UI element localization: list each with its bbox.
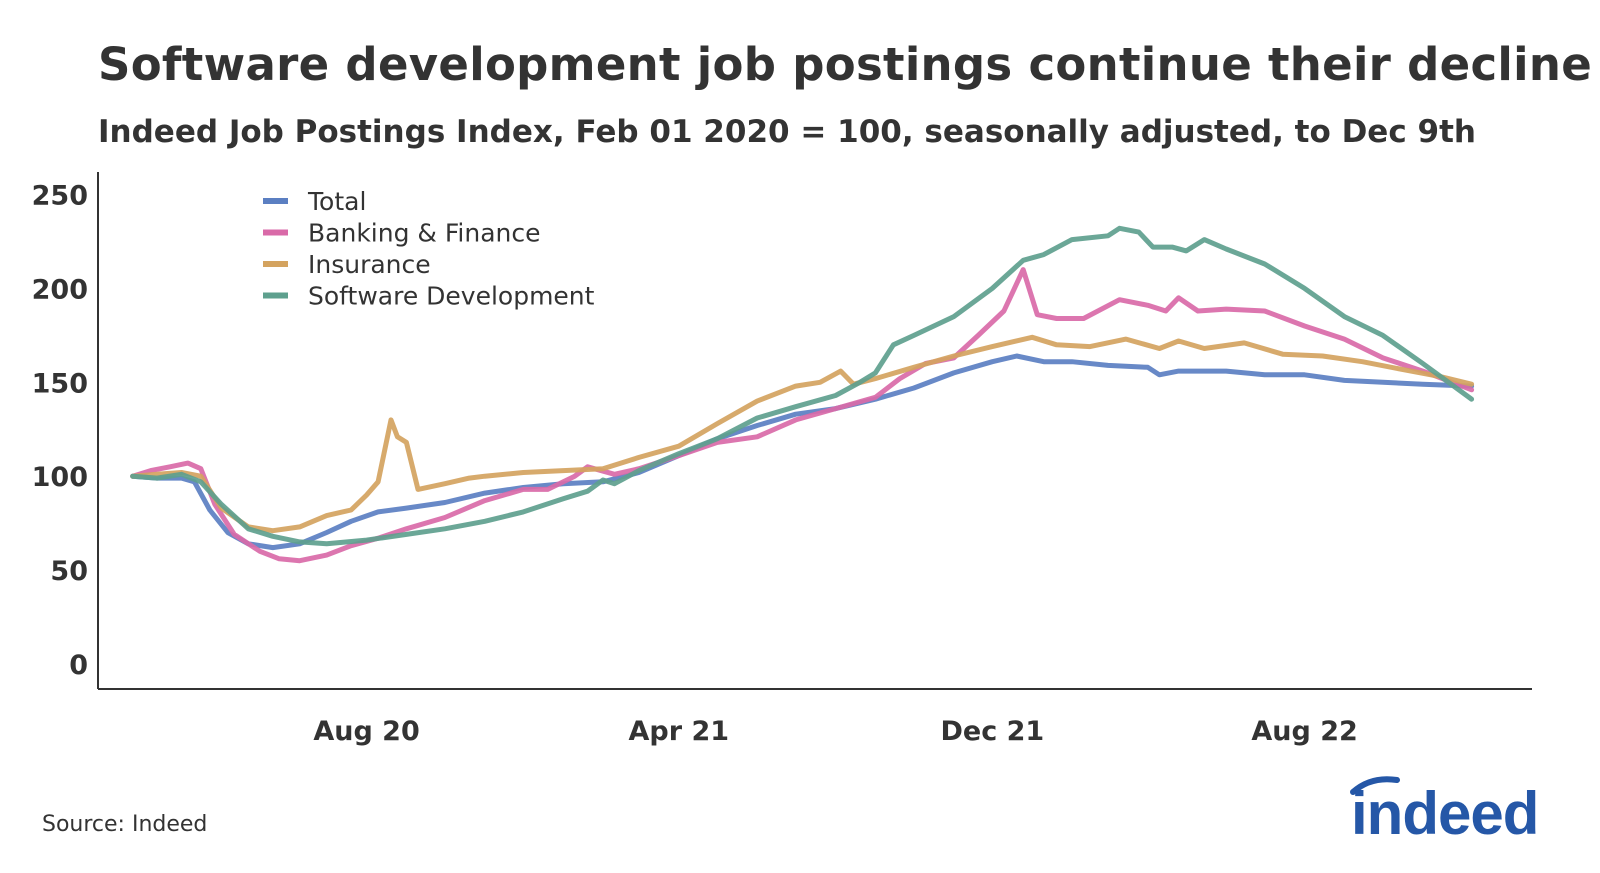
y-tick-labels: 0 50 100 150 200 250	[32, 181, 88, 681]
legend-label: Software Development	[308, 282, 595, 311]
chart-subtitle: Indeed Job Postings Index, Feb 01 2020 =…	[98, 114, 1476, 150]
legend-label: Total	[307, 187, 366, 216]
legend-label: Banking & Finance	[308, 219, 540, 248]
logo-wordmark: indeed	[1351, 780, 1538, 847]
y-tick-label: 100	[32, 462, 88, 493]
y-tick-label: 200	[32, 274, 88, 305]
x-tick-label: Dec 21	[940, 716, 1044, 747]
x-tick-label: Apr 21	[629, 716, 730, 747]
y-tick-label: 150	[32, 368, 88, 399]
series-line-4	[130, 225, 1475, 547]
x-tick-labels: Aug 20 Apr 21 Dec 21 Aug 22	[313, 716, 1357, 747]
indeed-logo: indeed	[1350, 776, 1539, 847]
series-line-2	[130, 267, 1475, 564]
chart-title: Software development job postings contin…	[98, 38, 1593, 91]
source-note: Source: Indeed	[42, 812, 208, 837]
series-line-1	[130, 353, 1475, 551]
series-lines	[130, 225, 1475, 564]
x-tick-label: Aug 20	[313, 716, 419, 747]
x-tick-label: Aug 22	[1251, 716, 1357, 747]
logo-arc-icon	[1350, 776, 1400, 795]
y-tick-label: 50	[50, 556, 88, 587]
y-tick-label: 0	[69, 650, 88, 681]
y-tick-label: 250	[32, 181, 88, 212]
series-line-3	[130, 334, 1475, 534]
legend-label: Insurance	[308, 250, 431, 279]
